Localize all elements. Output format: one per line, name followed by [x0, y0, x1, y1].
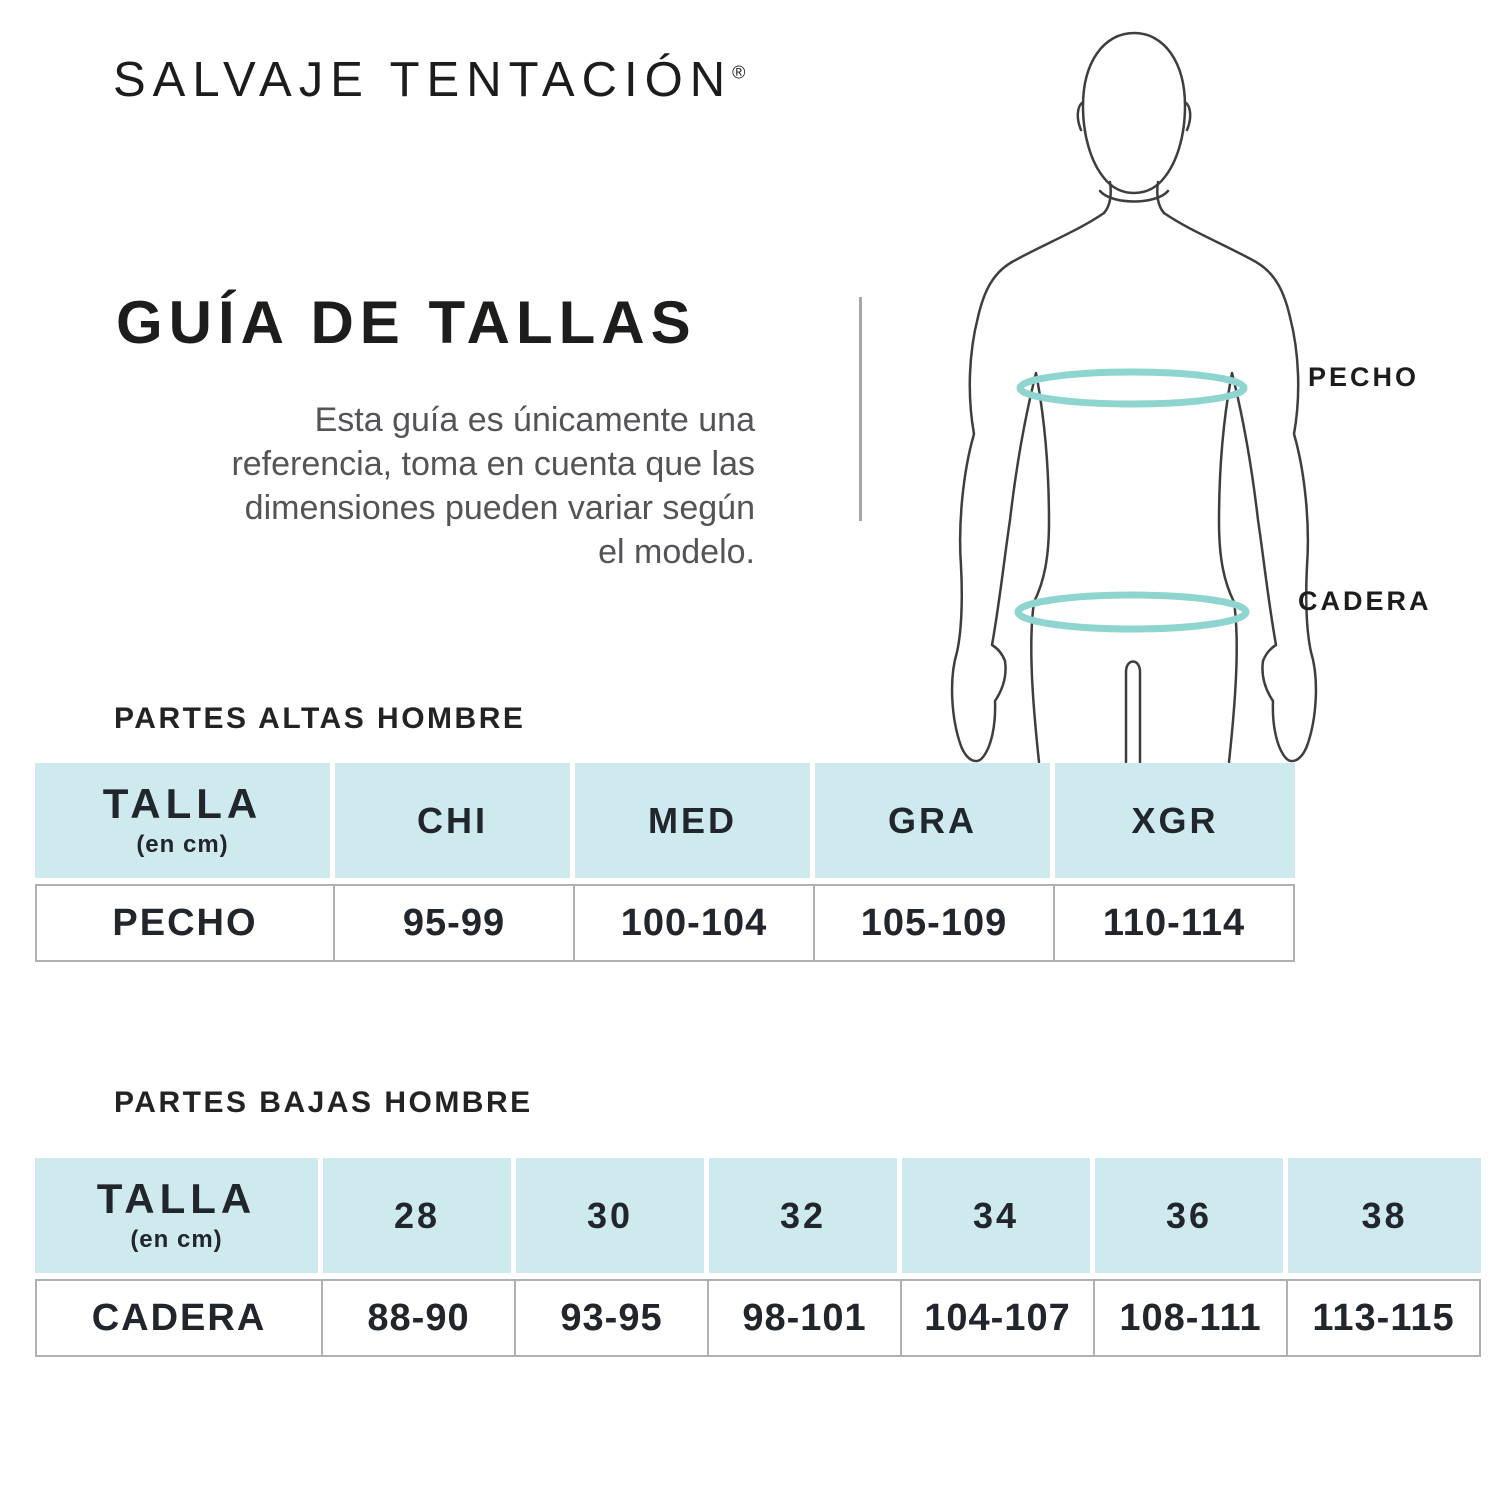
left-ear-icon [1076, 100, 1085, 132]
section-heading-partes-altas: PARTES ALTAS HOMBRE [114, 702, 526, 735]
size-table-partes-bajas: TALLA (en cm) 28 30 32 34 36 38 CADERA 8… [35, 1158, 1481, 1357]
header-cell-size: 36 [1095, 1158, 1288, 1279]
head-outline [1081, 31, 1187, 195]
description-line: referencia, toma en cuenta que las [231, 445, 755, 483]
header-cell-size: 38 [1288, 1158, 1481, 1279]
brand-name: SALVAJE TENTACIÓN [113, 53, 733, 107]
male-body-outline [950, 31, 1318, 764]
header-cell-talla: TALLA (en cm) [35, 763, 335, 884]
value-cell: 95-99 [335, 884, 575, 962]
chest-label: PECHO [1308, 362, 1420, 392]
header-cell-size: GRA [815, 763, 1055, 884]
guide-description: Esta guía es únicamente una referencia, … [90, 398, 755, 574]
size-table-partes-altas: TALLA (en cm) CHI MED GRA XGR PECHO 95-9… [35, 763, 1295, 962]
value-cell: 110-114 [1055, 884, 1295, 962]
neck-left-line [1102, 180, 1112, 215]
row-label-pecho: PECHO [35, 884, 335, 962]
brand-logo: SALVAJE TENTACIÓN® [113, 52, 745, 108]
page-title: GUÍA DE TALLAS [116, 289, 697, 356]
header-cell-size: 32 [709, 1158, 902, 1279]
description-line: Esta guía es únicamente una [314, 401, 755, 439]
row-label-cadera: CADERA [35, 1279, 323, 1357]
header-cell-talla: TALLA (en cm) [35, 1158, 323, 1279]
collar-line [1098, 189, 1170, 203]
value-cell: 104-107 [902, 1279, 1095, 1357]
talla-label: TALLA [102, 779, 263, 827]
chest-measure-band [1016, 368, 1248, 408]
value-cell: 108-111 [1095, 1279, 1288, 1357]
hip-measure-band [1014, 591, 1250, 633]
value-cell: 113-115 [1288, 1279, 1481, 1357]
header-cell-size: XGR [1055, 763, 1295, 884]
talla-unit: (en cm) [130, 1225, 223, 1253]
value-cell: 98-101 [709, 1279, 902, 1357]
header-cell-size: MED [575, 763, 815, 884]
value-cell: 105-109 [815, 884, 1055, 962]
header-cell-size: 30 [516, 1158, 709, 1279]
inseam-line [1124, 660, 1142, 764]
neck-right-line [1156, 180, 1166, 215]
description-line: el modelo. [598, 533, 755, 571]
header-cell-size: CHI [335, 763, 575, 884]
body-left-outline [950, 211, 1106, 764]
header-cell-size: 34 [902, 1158, 1095, 1279]
body-right-outline [1162, 211, 1318, 764]
vertical-divider [859, 297, 862, 521]
right-ear-icon [1183, 100, 1192, 132]
hip-label: CADERA [1298, 586, 1432, 616]
header-cell-size: 28 [323, 1158, 516, 1279]
talla-label: TALLA [96, 1174, 257, 1222]
registered-trademark-icon: ® [732, 62, 746, 83]
value-cell: 93-95 [516, 1279, 709, 1357]
value-cell: 100-104 [575, 884, 815, 962]
section-heading-partes-bajas: PARTES BAJAS HOMBRE [114, 1086, 533, 1119]
description-line: dimensiones pueden variar según [244, 489, 755, 527]
talla-unit: (en cm) [136, 830, 229, 858]
value-cell: 88-90 [323, 1279, 516, 1357]
